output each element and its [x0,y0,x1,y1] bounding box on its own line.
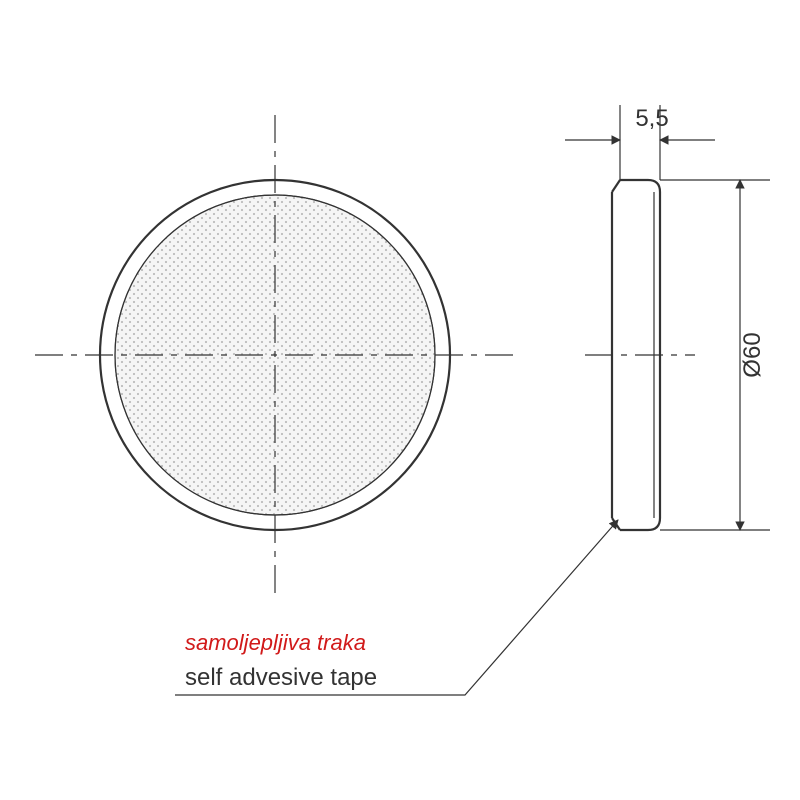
callout-text-hr: samoljepljiva traka [185,630,366,655]
front-view [35,115,515,595]
side-view [585,180,695,530]
callout-text-en: self advesive tape [185,664,377,691]
dimension-diameter-label: Ø60 [739,332,766,377]
dimension-thickness-label: 5,5 [635,105,668,132]
technical-drawing: 5,5 Ø60 samoljepljiva traka self advesiv… [0,0,800,800]
dimensions [565,105,770,530]
